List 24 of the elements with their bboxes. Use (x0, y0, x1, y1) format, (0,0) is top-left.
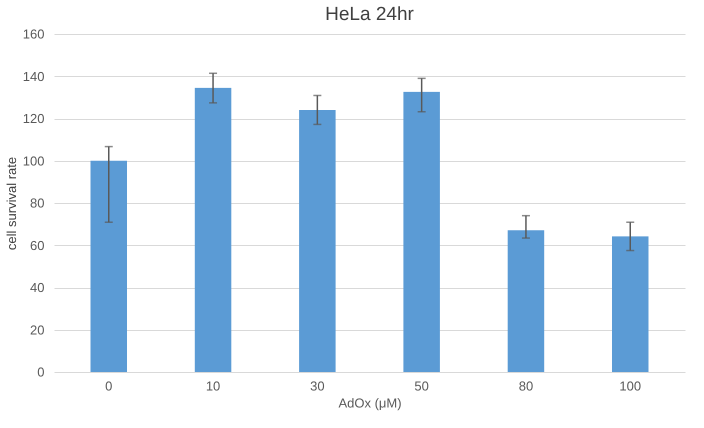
y-tick-label: 140 (22, 68, 44, 84)
y-tick-label: 120 (22, 111, 44, 126)
x-tick-label: 50 (414, 378, 429, 394)
y-tick-label: 20 (30, 322, 44, 338)
y-axis-title: cell survival rate (4, 156, 19, 250)
y-tick-label: 100 (22, 153, 44, 168)
y-tick-label: 160 (22, 26, 44, 42)
bar (612, 236, 648, 372)
y-tick-label: 80 (30, 196, 44, 210)
x-tick-label: 100 (619, 378, 642, 394)
y-tick-label: 0 (37, 364, 44, 380)
bar (508, 230, 544, 372)
y-tick-label: 40 (30, 280, 44, 295)
x-axis-title: AdOx (μM) (338, 396, 402, 410)
bar (403, 92, 440, 372)
chart-title: HeLa 24hr (325, 4, 415, 25)
bar (90, 160, 128, 372)
x-tick-label: 10 (206, 378, 220, 394)
x-tick-label: 30 (310, 378, 325, 394)
bar (299, 110, 336, 372)
y-tick-label: 60 (30, 238, 44, 253)
x-tick-label: 0 (105, 378, 112, 394)
x-tick-label: 80 (518, 378, 534, 394)
bar (194, 88, 232, 372)
